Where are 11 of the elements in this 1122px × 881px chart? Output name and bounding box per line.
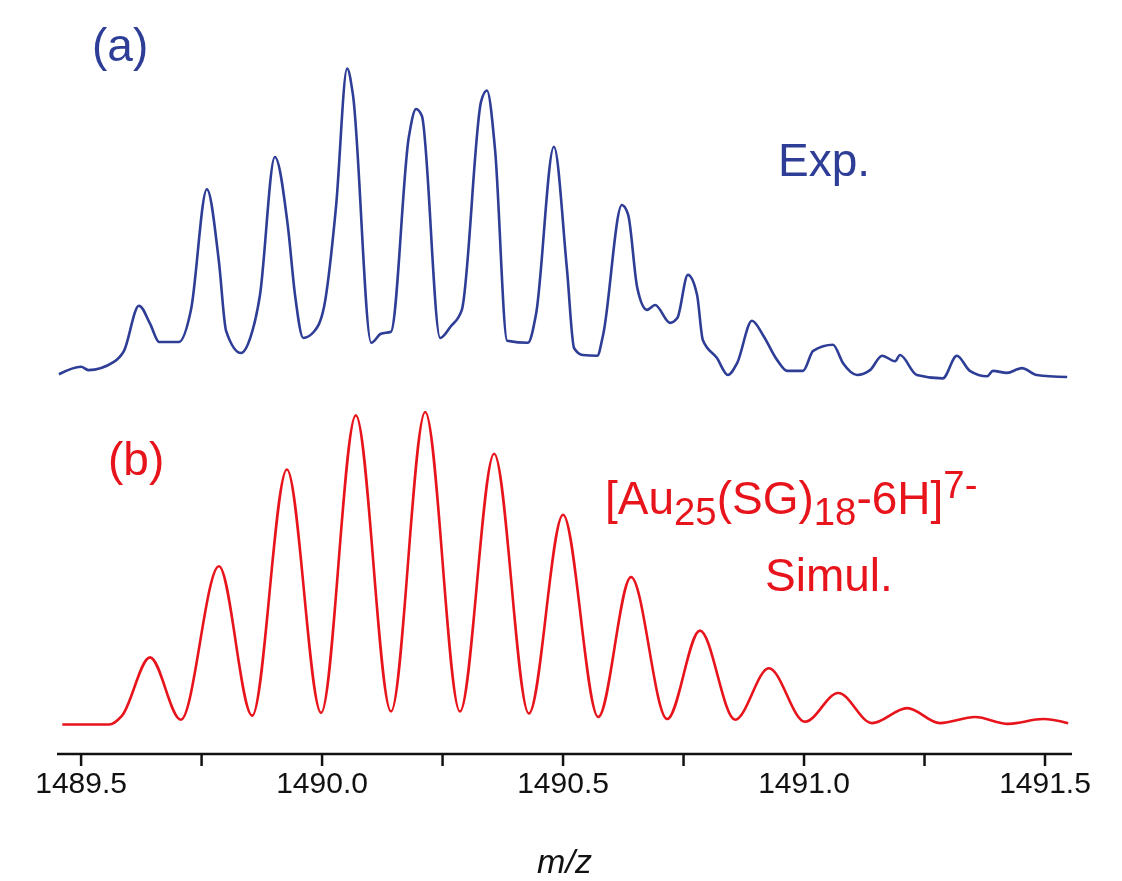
x-tick-label: 1490.5 bbox=[517, 766, 609, 800]
annotation: (b) bbox=[108, 432, 165, 487]
x-axis-title: m/z bbox=[537, 842, 592, 880]
series-label: Simul. bbox=[765, 549, 893, 601]
text: Exp. bbox=[778, 134, 871, 186]
x-tick-label: 1489.5 bbox=[35, 766, 127, 800]
annotation: [Au$_{25}$(SG)$_{18}$-6H]$^{7-}$ bbox=[605, 462, 978, 535]
x-tick-label: 1490.0 bbox=[276, 766, 368, 800]
x-tick-label: 1491.5 bbox=[999, 766, 1091, 800]
annotation: (a) bbox=[92, 18, 149, 73]
x-tick-label: 1491.0 bbox=[758, 766, 850, 800]
